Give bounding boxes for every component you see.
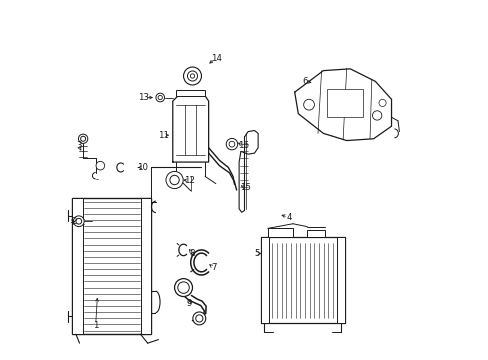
Bar xyxy=(336,237,344,323)
Circle shape xyxy=(165,171,183,189)
Circle shape xyxy=(96,161,104,170)
Circle shape xyxy=(81,136,85,141)
Circle shape xyxy=(226,138,237,150)
Circle shape xyxy=(195,315,203,322)
Text: 11: 11 xyxy=(158,131,169,140)
Circle shape xyxy=(178,282,189,293)
Text: 14: 14 xyxy=(211,54,222,63)
Bar xyxy=(260,237,344,323)
Circle shape xyxy=(183,67,201,85)
Circle shape xyxy=(192,312,205,325)
Text: 15: 15 xyxy=(240,183,250,192)
Circle shape xyxy=(187,71,197,81)
Bar xyxy=(176,90,204,96)
Text: 12: 12 xyxy=(184,176,195,185)
Bar xyxy=(72,198,151,334)
Circle shape xyxy=(228,141,234,147)
Text: 16: 16 xyxy=(238,141,248,150)
Circle shape xyxy=(73,216,84,226)
Circle shape xyxy=(156,93,164,102)
Text: 8: 8 xyxy=(189,249,195,258)
Circle shape xyxy=(158,95,162,100)
Bar xyxy=(326,89,362,117)
Bar xyxy=(267,228,292,237)
Text: 2: 2 xyxy=(71,217,77,226)
Bar xyxy=(260,237,268,323)
Text: 1: 1 xyxy=(93,321,98,330)
Text: 3: 3 xyxy=(76,141,81,150)
Text: 7: 7 xyxy=(211,264,216,273)
Bar xyxy=(72,198,83,334)
Bar xyxy=(140,198,151,334)
Circle shape xyxy=(174,279,192,297)
Bar xyxy=(306,230,325,237)
Text: 10: 10 xyxy=(137,163,147,172)
Circle shape xyxy=(76,219,81,224)
Text: 4: 4 xyxy=(286,213,291,222)
Circle shape xyxy=(372,111,381,120)
Circle shape xyxy=(169,175,179,185)
Text: 6: 6 xyxy=(302,77,307,86)
Text: 13: 13 xyxy=(138,93,148,102)
Circle shape xyxy=(378,99,386,107)
Text: 9: 9 xyxy=(186,299,191,308)
Text: 5: 5 xyxy=(254,249,259,258)
Circle shape xyxy=(303,99,314,110)
Circle shape xyxy=(78,134,88,143)
Circle shape xyxy=(190,74,194,78)
